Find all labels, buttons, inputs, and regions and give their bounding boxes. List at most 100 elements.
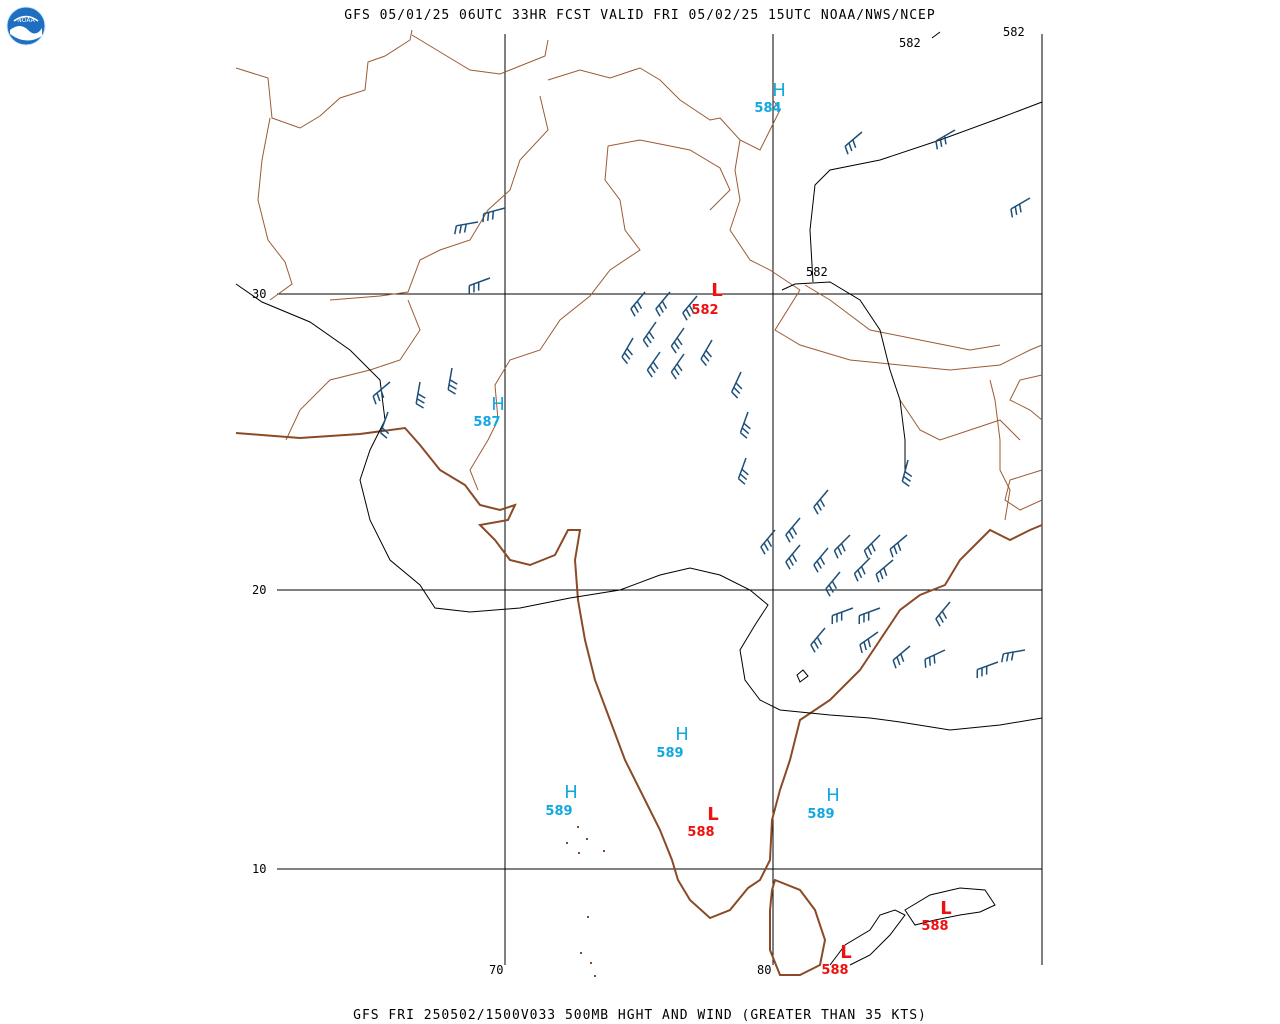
wind-barb-flag: [813, 506, 819, 515]
center-letter: H: [491, 394, 505, 415]
wind-barb-flag: [735, 382, 743, 390]
wind-barb-staff: [760, 529, 776, 548]
chart-title: GFS 05/01/25 06UTC 33HR FCST VALID FRI 0…: [344, 8, 936, 23]
wind-barb-flag: [853, 573, 859, 582]
wind-barb-flag: [935, 618, 941, 627]
wind-barb-flag: [630, 308, 636, 317]
wind-barb-flag: [900, 653, 905, 663]
wind-barb-flag: [889, 548, 894, 558]
logo-text: NOAA: [17, 17, 35, 24]
wind-barb-staff: [785, 544, 801, 563]
wind-barb-flag: [816, 636, 823, 646]
wind-barb-flag: [658, 304, 664, 313]
wind-barb-flag: [1010, 208, 1014, 218]
lat-label-20: 20: [252, 583, 266, 597]
wind-barb: [415, 381, 426, 409]
wind-barb-flag: [828, 584, 834, 593]
contour-label: 582: [1003, 25, 1025, 39]
wind-barb: [844, 131, 863, 155]
wind-barb: [833, 534, 851, 559]
wind-barb-flag: [939, 138, 943, 148]
wind-barb-flag: [685, 308, 691, 317]
islands: [566, 826, 605, 977]
wind-barb-flag: [840, 543, 846, 552]
wind-barb-flag: [941, 610, 948, 620]
wind-barb: [813, 547, 829, 573]
wind-barb: [889, 534, 908, 558]
wind-barb-flag: [901, 480, 910, 487]
wind-barb-flag: [844, 145, 849, 155]
wind-barb-flag: [860, 566, 866, 575]
wind-barb-staff: [415, 381, 421, 404]
wind-barb: [853, 557, 871, 582]
wind-barb: [935, 129, 956, 150]
center-letter: H: [675, 724, 689, 745]
wind-barb-flag: [700, 358, 708, 367]
wind-barb: [731, 371, 743, 399]
wind-barb-staff: [731, 371, 742, 393]
wind-barb-flag: [737, 478, 746, 485]
contour-label: 582: [806, 265, 828, 279]
wind-barb-staff: [456, 221, 479, 227]
wind-barb-flag: [785, 534, 791, 543]
lat-label-10: 10: [252, 862, 266, 876]
wind-barb: [810, 627, 826, 653]
wind-barb: [892, 645, 911, 669]
noaa-logo-icon: NOAA: [6, 6, 46, 46]
wind-barb-flag: [376, 392, 381, 402]
wind-barb: [447, 367, 458, 395]
wind-barb-flag: [938, 614, 944, 623]
wind-barb: [646, 351, 661, 378]
wind-barb-staff: [646, 351, 661, 371]
wind-barb-staff: [813, 489, 829, 508]
wind-barb-flag: [1014, 206, 1018, 216]
wind-barb: [372, 381, 391, 405]
wind-barb-flag: [676, 337, 683, 346]
wind-barb-staff: [379, 411, 389, 433]
wind-barb-staff: [682, 295, 698, 314]
wind-barb-flag: [372, 395, 377, 405]
wind-barb: [670, 353, 685, 380]
wind-barb-flag: [833, 550, 839, 559]
wind-barb-staff: [977, 661, 999, 671]
wind-barb: [621, 337, 634, 365]
wind-barb-flag: [741, 427, 750, 435]
wind-barb-staff: [483, 207, 506, 215]
lat-label-30: 30: [252, 287, 266, 301]
wind-barb-flag: [487, 212, 490, 221]
wind-barb-flag: [760, 546, 766, 555]
wind-barb-flag: [636, 300, 643, 310]
wind-barb: [831, 607, 854, 625]
wind-barb-flag: [819, 556, 826, 566]
center-value: 584: [754, 101, 781, 116]
wind-barb-staff: [892, 645, 911, 661]
wind-barb-flag: [415, 403, 424, 409]
wind-barb-flag: [785, 561, 791, 570]
wind-barb-staff: [739, 411, 749, 433]
wind-barb-staff: [935, 129, 956, 142]
wind-barb-staff: [630, 291, 646, 310]
wind-barb-flag: [788, 557, 794, 566]
wind-barb-staff: [670, 353, 685, 373]
wind-barb-flag: [646, 369, 653, 378]
wind-barb-staff: [469, 277, 491, 287]
wind-barb-flag: [454, 225, 458, 235]
wind-barb-staff: [833, 534, 851, 552]
wind-barb: [859, 631, 879, 654]
wind-barb: [739, 411, 751, 439]
wind-barb: [454, 221, 479, 235]
center-letter: H: [826, 785, 840, 806]
wind-barb-staff: [889, 534, 908, 550]
center-letter: H: [772, 80, 786, 101]
wind-barb: [813, 489, 829, 515]
wind-barb-staff: [901, 459, 909, 482]
wind-barb-staff: [670, 327, 685, 347]
wind-barb-flag: [766, 538, 773, 548]
center-letter: L: [940, 898, 951, 919]
wind-barb: [825, 571, 841, 597]
wind-barb-staff: [825, 571, 841, 590]
height-contours: [235, 31, 1043, 966]
wind-barb-staff: [853, 557, 871, 575]
wind-barb-flag: [857, 569, 863, 579]
wind-barb: [1001, 649, 1026, 663]
